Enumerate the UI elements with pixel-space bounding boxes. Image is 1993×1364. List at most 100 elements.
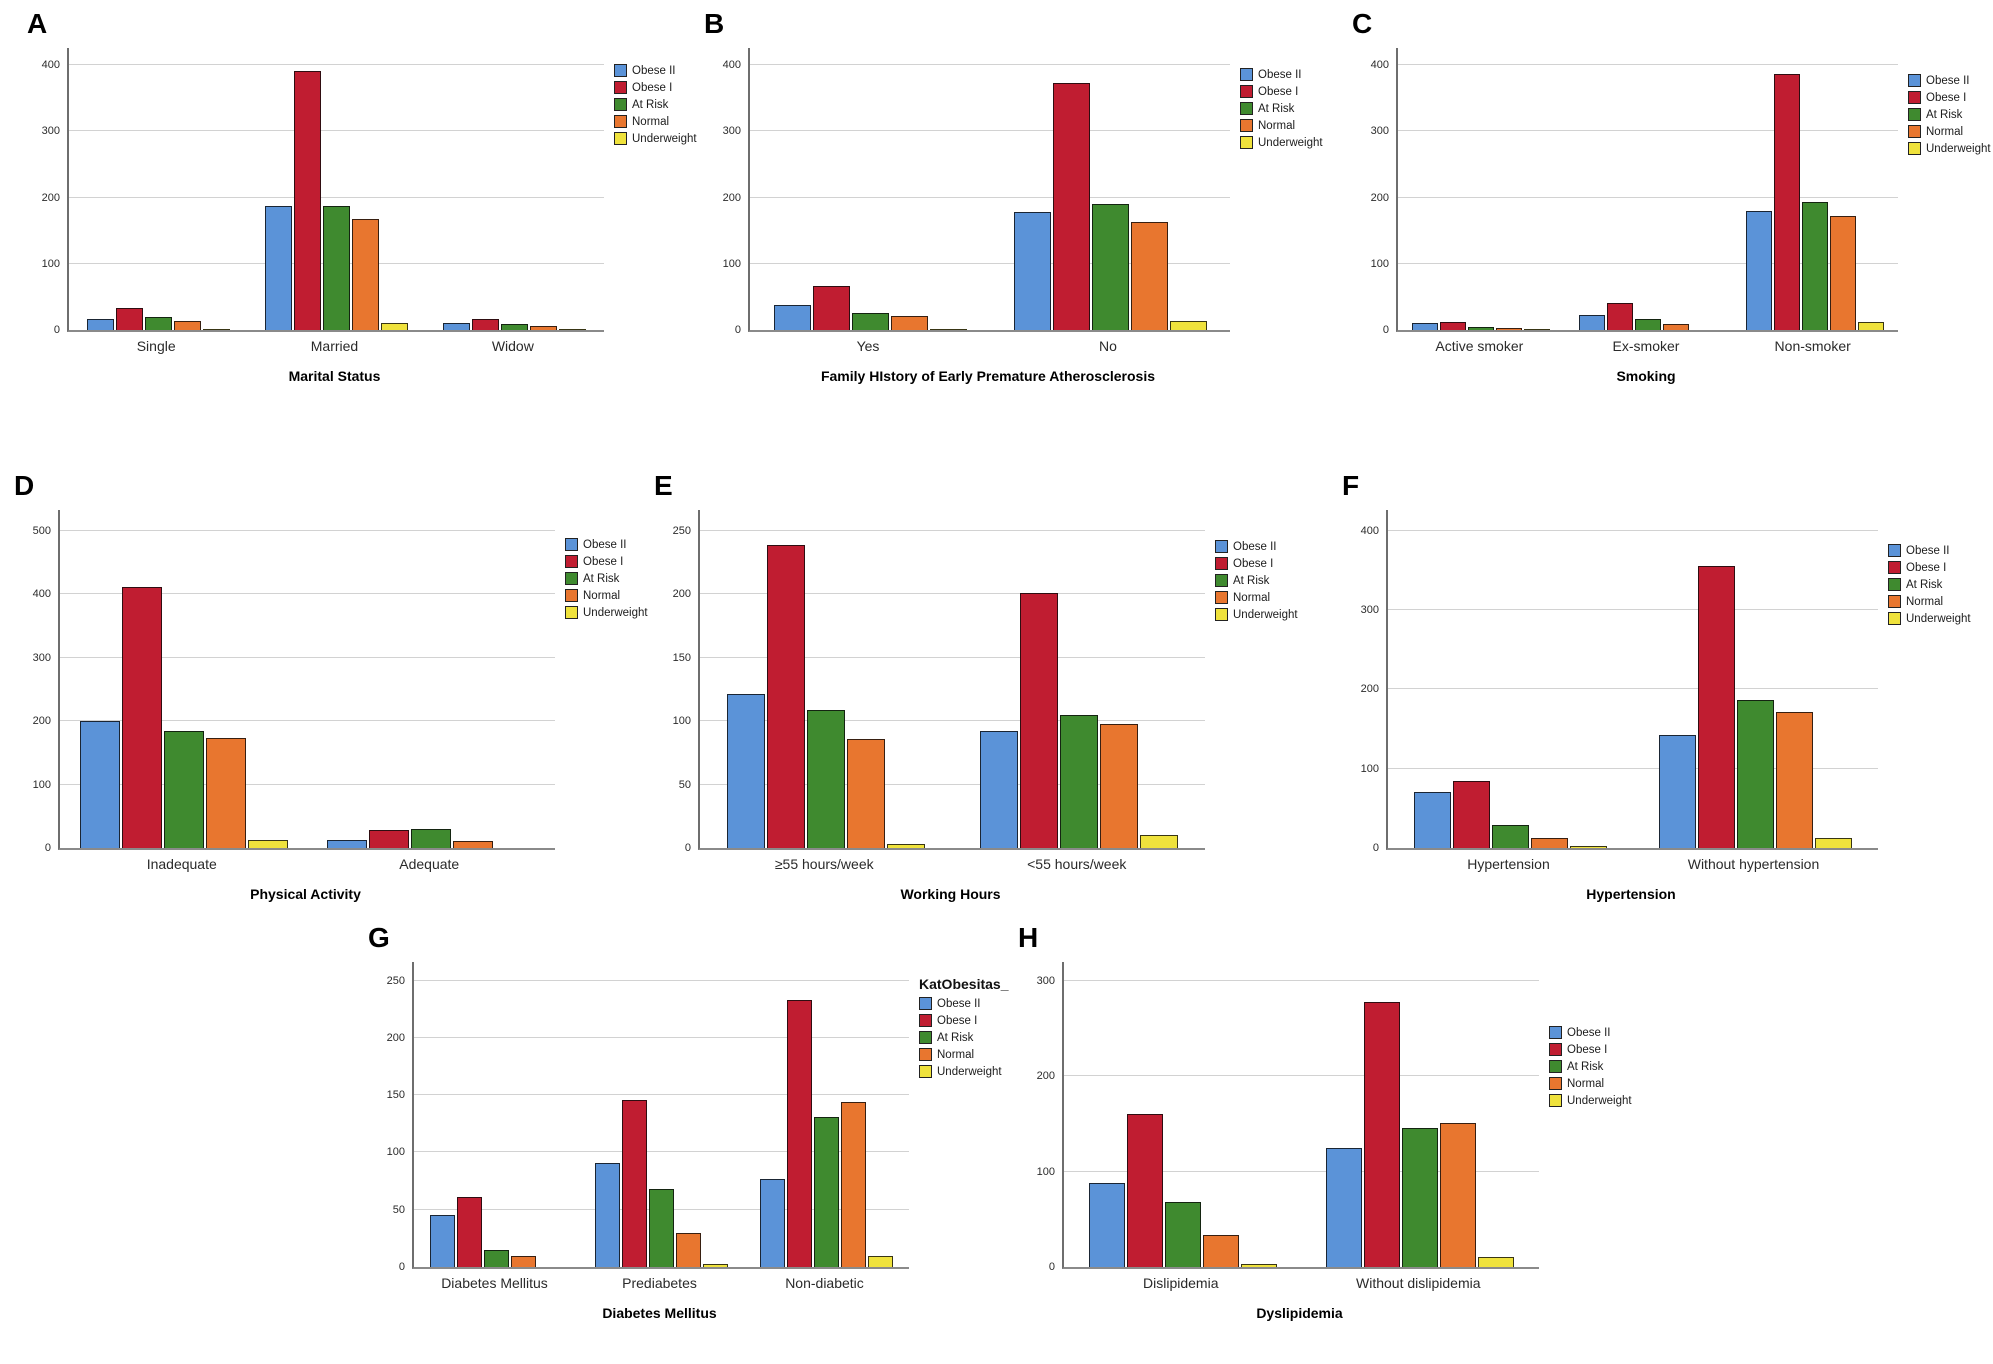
legend-label: Obese I xyxy=(937,1014,978,1027)
legend-swatch-normal-icon xyxy=(1549,1077,1562,1090)
gridline xyxy=(1388,688,1878,690)
legend: Obese II Obese I At Risk Normal Underweight xyxy=(1908,48,1991,159)
bar-group-1 xyxy=(990,48,1230,330)
bar-underweight xyxy=(1815,838,1852,848)
legend-item-obese-ii: Obese II xyxy=(919,997,1008,1010)
bar-group-0 xyxy=(1064,962,1302,1267)
bar-obese-ii xyxy=(1659,734,1696,848)
bar-group-0 xyxy=(750,48,990,330)
legend-swatch-underweight-icon xyxy=(1888,612,1901,625)
legend-label: Underweight xyxy=(632,132,697,145)
x-axis-labels: ≥55 hours/week <55 hours/week xyxy=(698,850,1203,872)
x-axis-labels: Single Married Widow xyxy=(67,332,602,354)
bar-obese-ii xyxy=(86,318,114,330)
x-category-label: Diabetes Mellitus xyxy=(441,1275,548,1291)
bar-groups xyxy=(1388,510,1878,848)
bar-obese-ii xyxy=(1579,314,1605,330)
gridline xyxy=(69,196,604,198)
gridline xyxy=(414,1151,909,1153)
legend-swatch-normal-icon xyxy=(565,589,578,602)
panel-letter-E: E xyxy=(654,470,674,501)
legend-swatch-at-risk-icon xyxy=(919,1031,932,1044)
legend-swatch-at-risk-icon xyxy=(1215,574,1228,587)
x-category-label: Ex-smoker xyxy=(1612,338,1680,354)
y-tick-label: 50 xyxy=(392,1203,405,1216)
bar-underweight xyxy=(202,328,230,330)
legend-item-normal: Normal xyxy=(1215,591,1298,604)
legend: Obese II Obese I At Risk Normal Underweight xyxy=(565,510,648,623)
x-category-label: Yes xyxy=(856,338,880,354)
y-tick-label: 400 xyxy=(1370,59,1389,72)
legend-item-obese-ii: Obese II xyxy=(1215,540,1298,553)
bar-group-1 xyxy=(308,510,556,848)
bar-underweight xyxy=(380,323,408,330)
axis-title-G: Diabetes Mellitus xyxy=(602,1305,717,1321)
panel-letter-H: H xyxy=(1018,922,1040,953)
legend-swatch-obese-i-icon xyxy=(1240,85,1253,98)
chart-area-D: 0 100 200 300 400 500 Obese II Obese I At Risk No… xyxy=(12,510,648,854)
bar-groups xyxy=(700,510,1205,848)
x-category-label: Non-diabetic xyxy=(785,1275,864,1291)
legend-item-normal: Normal xyxy=(1888,595,1971,608)
x-category-label: Dislipidemia xyxy=(1143,1275,1219,1291)
legend-swatch-normal-icon xyxy=(919,1048,932,1061)
legend-item-underweight: Underweight xyxy=(919,1065,1008,1078)
bar-at-risk xyxy=(484,1249,509,1267)
panel-letter-D: D xyxy=(14,470,36,501)
y-tick-label: 0 xyxy=(53,324,60,336)
legend: KatObesitas_ Obese II Obese I At Risk Normal… xyxy=(919,962,1008,1082)
panel-F: F 0 100 200 300 400 Obese II Obese I At Risk Norm… xyxy=(1340,470,1971,902)
gridline xyxy=(1398,262,1898,264)
legend-label: Normal xyxy=(1906,595,1944,608)
bar-at-risk xyxy=(1737,700,1774,848)
legend-label: Obese II xyxy=(937,997,981,1010)
bar-at-risk xyxy=(649,1189,674,1267)
legend-item-obese-i: Obese I xyxy=(1549,1043,1632,1056)
bar-at-risk xyxy=(1635,319,1661,330)
y-tick-label: 0 xyxy=(398,1261,405,1273)
bar-group-0 xyxy=(414,962,579,1267)
axis-title-H: Dyslipidemia xyxy=(1256,1305,1343,1321)
gridline xyxy=(1064,979,1539,981)
legend-label: Obese I xyxy=(1906,561,1947,574)
bar-underweight xyxy=(247,839,288,848)
plot-area-B xyxy=(748,48,1230,332)
bar-group-1 xyxy=(579,962,744,1267)
bar-at-risk xyxy=(411,828,452,848)
y-tick-label: 300 xyxy=(41,125,60,138)
bar-normal xyxy=(173,321,201,330)
gridline xyxy=(1398,64,1898,66)
bar-obese-ii xyxy=(595,1162,620,1267)
bar-normal xyxy=(847,738,886,848)
bar-at-risk xyxy=(1091,203,1129,330)
x-axis-labels: Yes No xyxy=(748,332,1228,354)
legend-item-at-risk: At Risk xyxy=(565,572,648,585)
legend-item-normal: Normal xyxy=(1240,119,1323,132)
legend-label: Normal xyxy=(1258,119,1296,132)
legend: Obese II Obese I At Risk Normal Underweight xyxy=(1888,510,1971,629)
legend-swatch-obese-i-icon xyxy=(614,81,627,94)
bar-group-2 xyxy=(1731,48,1898,330)
y-tick-label: 0 xyxy=(1382,324,1389,336)
legend-label: At Risk xyxy=(1258,102,1295,115)
gridline xyxy=(700,529,1205,531)
bar-obese-i xyxy=(1364,1001,1401,1267)
y-axis: 0 100 200 300 400 xyxy=(1340,510,1386,854)
legend-item-obese-i: Obese I xyxy=(919,1014,1008,1027)
bar-group-2 xyxy=(744,962,909,1267)
y-tick-label: 100 xyxy=(722,257,741,270)
bar-underweight xyxy=(1857,322,1884,330)
bar-obese-ii xyxy=(1745,210,1772,330)
legend-label: Normal xyxy=(632,115,670,128)
bar-at-risk xyxy=(1801,201,1828,330)
bar-normal xyxy=(1776,711,1813,848)
x-category-label: No xyxy=(1099,338,1117,354)
x-category-label: Without hypertension xyxy=(1687,856,1820,872)
panel-letter-B: B xyxy=(704,8,726,39)
gridline xyxy=(1388,529,1878,531)
legend-label: At Risk xyxy=(632,98,669,111)
gridline xyxy=(750,130,1230,132)
legend-item-at-risk: At Risk xyxy=(1908,108,1991,121)
legend-item-underweight: Underweight xyxy=(1215,608,1298,621)
